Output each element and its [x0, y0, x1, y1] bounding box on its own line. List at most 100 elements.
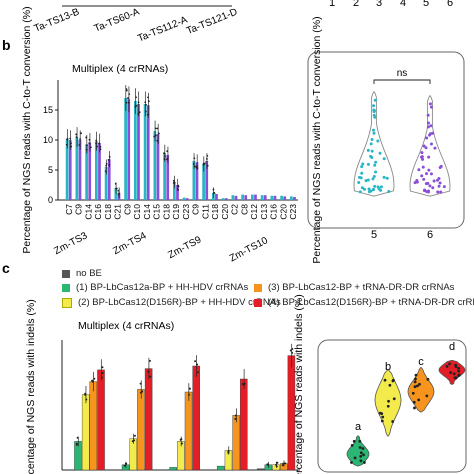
violin-point — [425, 394, 429, 398]
violin-point — [362, 461, 366, 464]
violin-point — [352, 439, 356, 443]
bar — [104, 167, 108, 200]
bar — [270, 195, 274, 200]
violin-point — [374, 170, 378, 174]
violin-point — [426, 377, 430, 381]
violin-point — [423, 188, 427, 192]
data-point — [163, 155, 166, 158]
data-point — [139, 382, 142, 385]
violin-point — [413, 181, 417, 185]
violin-point — [449, 371, 453, 374]
data-point — [163, 152, 165, 155]
panel-b-group-labels: Zm-TS3 Zm-TS4 Zm-TS9 Zm-TS10 — [52, 230, 270, 264]
violin-point — [412, 400, 416, 404]
violin-point — [425, 136, 429, 140]
data-point — [101, 366, 104, 369]
data-point — [101, 372, 104, 375]
data-point — [76, 436, 79, 439]
x-tick-label: C9 — [191, 204, 201, 215]
data-point — [243, 382, 246, 385]
data-point — [206, 164, 209, 167]
data-point — [141, 390, 144, 393]
violin-point — [429, 124, 433, 128]
legend-item-no-be: no BE — [62, 268, 102, 280]
data-point — [154, 134, 157, 137]
violin-point — [431, 186, 435, 190]
violin-point — [359, 451, 363, 455]
x-tick-label: C14 — [83, 204, 93, 220]
data-point — [284, 462, 287, 465]
top-label-4: Ta-TS121-D — [185, 7, 239, 37]
data-point — [227, 451, 230, 454]
violin-point — [366, 162, 370, 166]
violin-point — [392, 397, 396, 401]
violin-point — [362, 453, 365, 457]
top-number-3: 3 — [376, 0, 382, 9]
x-tick-label: C18 — [210, 204, 220, 220]
violin-point — [360, 186, 364, 190]
group-label-zm-ts9: Zm-TS9 — [166, 234, 203, 261]
violin-point — [385, 176, 389, 180]
data-point — [188, 387, 191, 390]
data-point — [163, 158, 166, 161]
bar — [241, 194, 244, 200]
bar — [254, 194, 257, 200]
data-point — [93, 377, 96, 380]
x-tick-label: C19 — [171, 204, 181, 220]
violin-point — [428, 184, 432, 188]
bar — [231, 195, 235, 200]
bar — [134, 101, 137, 200]
bar — [182, 197, 186, 200]
data-point — [105, 163, 108, 165]
panel-b-letter: b — [2, 37, 11, 53]
data-point — [90, 146, 92, 149]
violin-point — [350, 461, 353, 464]
bar — [114, 188, 118, 200]
data-point — [107, 158, 110, 161]
bar — [68, 140, 72, 200]
bar — [107, 159, 111, 200]
violin-body — [407, 367, 435, 413]
data-point — [146, 113, 149, 116]
data-point — [100, 376, 103, 379]
bar — [290, 196, 293, 200]
bar — [232, 415, 240, 471]
bar — [221, 198, 225, 200]
bar — [256, 468, 265, 471]
violin-point — [371, 177, 375, 181]
data-point — [196, 167, 199, 169]
violin-point — [387, 189, 391, 193]
x-tick-label: C16 — [93, 204, 103, 220]
sig-letter-c: c — [418, 356, 424, 368]
violin-point — [420, 174, 424, 178]
violin-point — [357, 180, 361, 184]
data-point — [88, 138, 91, 141]
violin-point — [437, 176, 441, 180]
violin-point — [418, 382, 421, 386]
legend-swatch — [254, 284, 262, 292]
data-point — [108, 155, 111, 158]
legend-item-3: (3) BP-LbCas12-BP + tRNA-DR-DR crRNAs — [254, 282, 454, 294]
violin-point — [429, 105, 433, 109]
y-tick-label: 10 — [43, 135, 53, 145]
violin-point — [370, 137, 374, 141]
violin-point — [373, 163, 377, 167]
legend-item-1: (1) BP-LbCas12a-BP + HH-HDV crRNAs — [62, 282, 248, 294]
data-point — [134, 105, 137, 108]
data-point — [91, 379, 94, 382]
x-tick-label: C23 — [288, 204, 298, 220]
data-point — [99, 148, 102, 151]
bar — [283, 196, 287, 200]
violin-point — [429, 142, 433, 146]
bar — [127, 99, 131, 200]
violin-point — [361, 447, 365, 450]
bar — [260, 195, 264, 200]
x-tick-label: C20 — [220, 204, 230, 220]
violin-point — [452, 372, 456, 376]
bar — [205, 161, 209, 200]
violin-point — [360, 171, 364, 175]
panel-c-bars — [74, 343, 296, 471]
violin-point — [372, 131, 376, 135]
legend-label: (2) BP-LbCas12(D156R)-BP + HH-HDV crRNAs — [78, 297, 281, 308]
